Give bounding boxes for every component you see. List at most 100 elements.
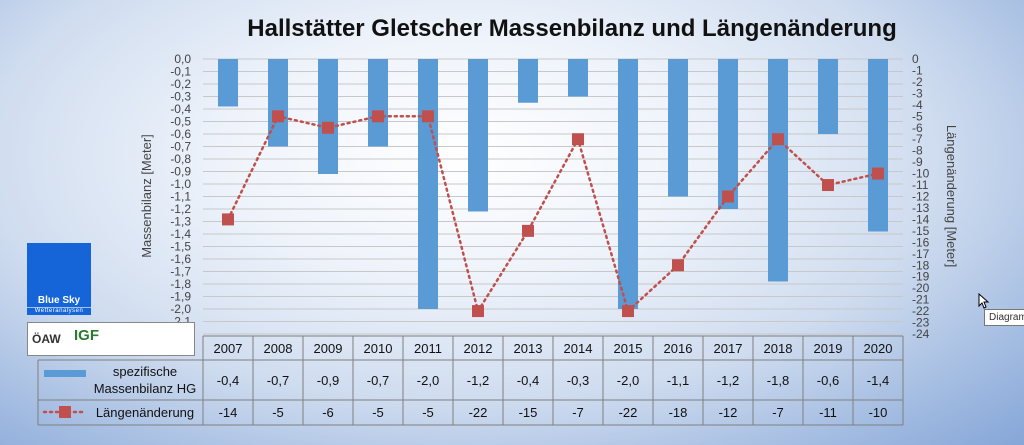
table-cell-laengenaenderung: -22 bbox=[469, 405, 488, 420]
bar bbox=[218, 59, 238, 107]
y-tick-label-left: -0,3 bbox=[170, 90, 191, 104]
table-header-year: 2018 bbox=[764, 341, 793, 356]
chart-title: Hallstätter Gletscher Massenbilanz und L… bbox=[247, 15, 896, 42]
table-cell-massenbilanz: -0,9 bbox=[317, 373, 339, 388]
y-tick-label-right: -15 bbox=[912, 224, 930, 238]
y-tick-label-left: -1,9 bbox=[170, 290, 191, 304]
legend-key-bar bbox=[44, 370, 86, 377]
y-tick-label-right: -7 bbox=[912, 132, 923, 146]
y-tick-label-right: -13 bbox=[912, 201, 930, 215]
y-tick-label-left: -2,0 bbox=[170, 302, 191, 316]
table-header-year: 2015 bbox=[614, 341, 643, 356]
table-cell-laengenaenderung: -11 bbox=[819, 405, 837, 420]
line-point bbox=[722, 190, 734, 203]
table-cell-laengenaenderung: -15 bbox=[519, 405, 538, 420]
line-point bbox=[672, 259, 684, 272]
y-tick-label-left: -1,1 bbox=[170, 190, 191, 204]
line-point bbox=[822, 179, 834, 192]
y-tick-label-right: -14 bbox=[912, 212, 930, 226]
tooltip: Diagrammb bbox=[984, 309, 1024, 326]
bar bbox=[418, 59, 438, 309]
y-tick-label-right: -3 bbox=[912, 86, 923, 100]
table-cell-massenbilanz: -2,0 bbox=[617, 373, 639, 388]
legend-label-bar-line2: Massenbilanz HG bbox=[94, 381, 197, 396]
blue-sky-logo-text: Blue Sky bbox=[37, 295, 81, 306]
y-tick-label-left: -0,1 bbox=[170, 65, 191, 79]
table-cell-massenbilanz: -1,4 bbox=[867, 373, 889, 388]
igf-logo-text: IGF bbox=[74, 327, 99, 344]
y-tick-label-right: -1 bbox=[912, 63, 923, 77]
line-point bbox=[572, 133, 584, 146]
table-cell-laengenaenderung: -7 bbox=[572, 405, 584, 420]
y-tick-label-right: -20 bbox=[912, 281, 930, 295]
line-point bbox=[222, 213, 234, 226]
table-cell-laengenaenderung: -5 bbox=[422, 405, 434, 420]
table-header-year: 2009 bbox=[314, 341, 343, 356]
bar bbox=[318, 59, 338, 174]
table-cell-laengenaenderung: -5 bbox=[272, 405, 284, 420]
table-cell-laengenaenderung: -6 bbox=[322, 405, 334, 420]
table-cell-massenbilanz: -0,4 bbox=[217, 373, 239, 388]
table-cell-laengenaenderung: -10 bbox=[869, 405, 888, 420]
line-point bbox=[372, 110, 384, 123]
table-cell-massenbilanz: -0,4 bbox=[517, 373, 539, 388]
bar bbox=[618, 59, 638, 309]
table-cell-massenbilanz: -0,6 bbox=[817, 373, 839, 388]
line-point bbox=[322, 121, 334, 134]
y-tick-label-right: -22 bbox=[912, 304, 930, 318]
bar bbox=[518, 59, 538, 103]
legend-key-marker bbox=[59, 406, 71, 418]
line-point bbox=[522, 224, 534, 237]
table-header-year: 2014 bbox=[564, 341, 593, 356]
table-cell-laengenaenderung: -7 bbox=[772, 405, 784, 420]
y-tick-label-right: -2 bbox=[912, 75, 923, 89]
y-tick-label-left: -0,4 bbox=[170, 102, 191, 116]
table-header-year: 2008 bbox=[264, 341, 293, 356]
y-tick-label-right: -19 bbox=[912, 270, 930, 284]
line-point bbox=[422, 110, 434, 123]
table-cell-laengenaenderung: -18 bbox=[669, 405, 688, 420]
y-tick-label-right: -11 bbox=[912, 178, 929, 192]
bar bbox=[668, 59, 688, 197]
blue-sky-logo-subtitle: Wetteranalysen bbox=[27, 307, 91, 314]
table-header-year: 2012 bbox=[464, 341, 493, 356]
bar bbox=[768, 59, 788, 282]
y-tick-label-right: -4 bbox=[912, 98, 923, 112]
table-cell-massenbilanz: -0,7 bbox=[267, 373, 289, 388]
table-header-year: 2013 bbox=[514, 341, 543, 356]
table-cell-massenbilanz: -2,0 bbox=[417, 373, 439, 388]
y-tick-label-left: -1,5 bbox=[170, 240, 191, 254]
y-tick-label-left: -0,6 bbox=[170, 127, 191, 141]
table-cell-massenbilanz: -1,2 bbox=[717, 373, 739, 388]
y-tick-label-left: -1,8 bbox=[170, 277, 191, 291]
line-point bbox=[772, 133, 784, 146]
mouse-cursor-icon bbox=[978, 293, 990, 309]
table-cell-massenbilanz: -1,2 bbox=[467, 373, 489, 388]
y-tick-label-left: -1,7 bbox=[170, 265, 191, 279]
y-tick-label-right: -9 bbox=[912, 155, 923, 169]
table-header-year: 2019 bbox=[814, 341, 843, 356]
oaw-logo-text: ÖAW bbox=[32, 332, 61, 346]
blue-sky-logo: Blue Sky Wetteranalysen bbox=[27, 243, 91, 315]
y-tick-label-right: -8 bbox=[912, 144, 923, 158]
table-cell-laengenaenderung: -22 bbox=[619, 405, 638, 420]
y-tick-label-left: -0,5 bbox=[170, 115, 191, 129]
legend-label-line: Längenänderung bbox=[96, 405, 194, 420]
y-tick-label-right: 0 bbox=[912, 52, 919, 66]
series-line bbox=[226, 114, 880, 315]
y-tick-label-left: -1,6 bbox=[170, 252, 191, 266]
y-tick-label-right: -5 bbox=[912, 109, 923, 123]
line-point bbox=[472, 305, 484, 318]
y-tick-label-right: -17 bbox=[912, 247, 930, 261]
table-cell-massenbilanz: -1,1 bbox=[667, 373, 689, 388]
table-header-year: 2016 bbox=[664, 341, 693, 356]
table-header-year: 2020 bbox=[864, 341, 893, 356]
y-tick-label-right: -23 bbox=[912, 316, 930, 330]
y-tick-label-right: -12 bbox=[912, 190, 930, 204]
y-tick-label-right: -10 bbox=[912, 167, 930, 181]
y-tick-label-left: -1,4 bbox=[170, 227, 191, 241]
bar bbox=[568, 59, 588, 97]
line-point bbox=[622, 305, 634, 318]
